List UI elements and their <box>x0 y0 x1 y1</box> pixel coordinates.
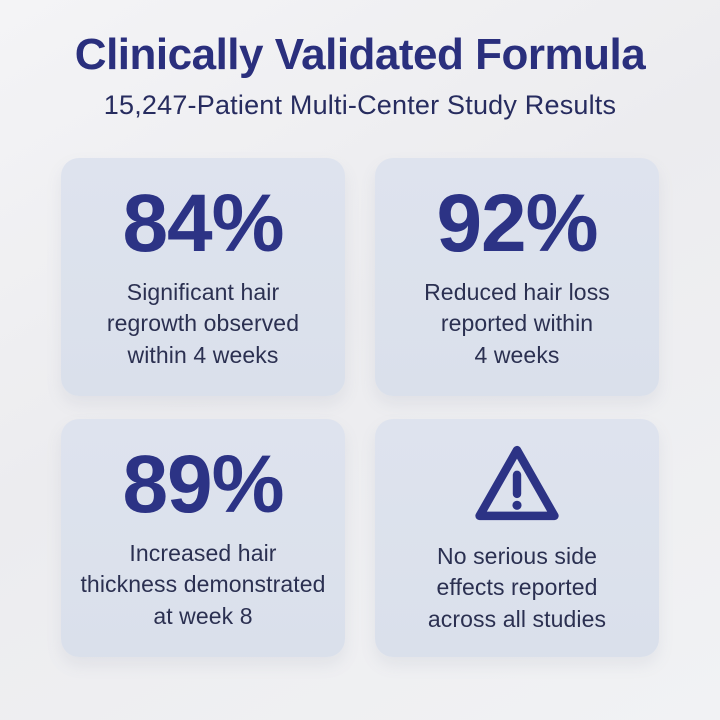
stat-description-hair-loss: Reduced hair loss reported within 4 week… <box>424 278 610 369</box>
stat-value-hair-loss: 92% <box>436 177 598 269</box>
stats-grid: 84% Significant hair regrowth observed w… <box>61 158 659 658</box>
stat-value-regrowth: 84% <box>122 177 284 269</box>
warning-triangle-icon <box>473 441 561 525</box>
header: Clinically Validated Formula 15,247-Pati… <box>0 0 720 121</box>
stat-description-thickness: Increased hair thickness demonstrated at… <box>80 539 326 630</box>
page-title: Clinically Validated Formula <box>74 30 646 79</box>
stat-card-hair-loss: 92% Reduced hair loss reported within 4 … <box>375 158 659 397</box>
page-subtitle: 15,247-Patient Multi-Center Study Result… <box>103 90 617 121</box>
stat-card-regrowth: 84% Significant hair regrowth observed w… <box>61 158 345 397</box>
stat-value-thickness: 89% <box>122 438 284 530</box>
stat-description-regrowth: Significant hair regrowth observed withi… <box>106 278 300 369</box>
stat-card-safety: No serious side effects reported across … <box>375 419 659 658</box>
stat-description-safety: No serious side effects reported across … <box>427 542 607 633</box>
stat-card-thickness: 89% Increased hair thickness demonstrate… <box>61 419 345 658</box>
